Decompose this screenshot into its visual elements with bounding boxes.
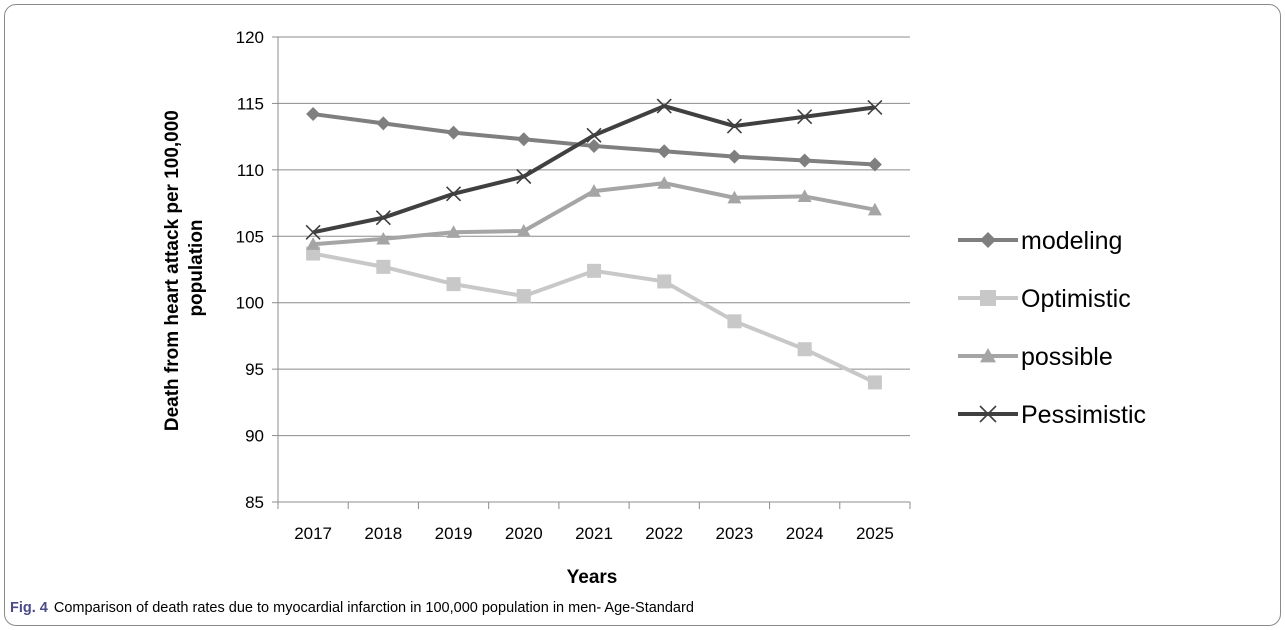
- data-point-pessimistic-2017: [305, 224, 321, 240]
- data-point-pessimistic-2018: [375, 210, 391, 226]
- axes: [272, 36, 911, 509]
- gridlines: [278, 36, 910, 437]
- data-point-optimistic-2019: [446, 277, 461, 292]
- data-point-possible-2020: [516, 223, 531, 237]
- data-point-optimistic-2025: [867, 375, 882, 390]
- data-point-possible-2023: [727, 190, 742, 204]
- data-point-optimistic-2023: [727, 314, 742, 329]
- data-point-optimistic-2022: [657, 274, 672, 289]
- data-point-possible-2021: [587, 184, 601, 197]
- data-point-modeling-2021: [587, 138, 601, 153]
- data-point-optimistic-2017: [306, 246, 321, 261]
- y-tick-label-110: 110: [237, 161, 264, 180]
- legend: modeling Optimistic possible Pessimistic: [958, 227, 1146, 429]
- x-tick-label-2018: 2018: [364, 524, 402, 543]
- data-point-pessimistic-2020: [516, 168, 532, 185]
- data-point-pessimistic-2023: [726, 118, 743, 134]
- data-point-modeling-2024: [797, 153, 812, 168]
- y-axis-title-line-1: Death from heart attack per 100,000: [162, 110, 183, 431]
- y-tick-label-105: 105: [236, 227, 264, 246]
- data-point-possible-2025: [867, 202, 882, 216]
- x-tick-label-2023: 2023: [716, 524, 754, 543]
- y-axis-title: Death from heart attack per 100,000 popu…: [162, 105, 207, 431]
- x-tick-label-2017: 2017: [294, 524, 332, 543]
- x-tick-label-2024: 2024: [786, 524, 824, 543]
- data-point-modeling-2023: [727, 149, 742, 164]
- data-point-pessimistic-2019: [445, 186, 462, 202]
- data-point-possible-2024: [797, 189, 812, 203]
- figure-frame: [4, 4, 1281, 626]
- data-point-optimistic-2024: [797, 342, 812, 357]
- data-point-optimistic-2021: [587, 263, 601, 278]
- figure-caption: Fig. 4 Comparison of death rates due to m…: [10, 600, 694, 616]
- data-point-possible-2018: [376, 231, 391, 245]
- y-tick-label-100: 100: [236, 294, 264, 313]
- x-tick-label-2022: 2022: [645, 524, 683, 543]
- x-axis-title: Years: [567, 567, 618, 588]
- data-point-optimistic-2020: [516, 289, 531, 304]
- data-point-modeling-2019: [446, 125, 461, 140]
- y-tick-label-90: 90: [245, 427, 264, 446]
- legend-marker-possible: [980, 348, 996, 363]
- data-point-modeling-2017: [306, 107, 321, 122]
- y-tick-label-85: 85: [245, 493, 264, 512]
- legend-marker-optimistic: [980, 290, 996, 306]
- x-tick-label-2020: 2020: [505, 524, 543, 543]
- data-point-pessimistic-2022: [656, 98, 672, 114]
- series-modeling: [306, 107, 882, 172]
- y-tick-label-115: 115: [237, 94, 264, 113]
- data-point-possible-2017: [306, 237, 321, 250]
- x-tick-label-2019: 2019: [435, 524, 473, 543]
- y-axis-title-line-2: population: [186, 219, 207, 316]
- series-lines: [305, 98, 883, 390]
- data-point-possible-2019: [446, 225, 461, 238]
- data-point-pessimistic-2024: [797, 109, 813, 125]
- data-point-pessimistic-2021: [586, 127, 602, 143]
- y-tick-label-120: 120: [236, 28, 264, 47]
- data-point-modeling-2018: [376, 116, 391, 131]
- series-optimistic: [306, 246, 882, 390]
- legend-item-pessimistic: Pessimistic: [958, 401, 1146, 429]
- y-axis-tick-labels: 85 90 95 100 105 110 115 120: [236, 28, 264, 512]
- x-axis-tick-labels: 2017 2018 2019 2020 2021 2022 2023 2024 2025: [294, 524, 894, 543]
- data-point-modeling-2025: [867, 157, 882, 172]
- data-point-modeling-2022: [657, 144, 672, 159]
- figure-caption-label: Fig. 4: [10, 600, 48, 616]
- data-point-pessimistic-2025: [867, 99, 883, 115]
- legend-marker-pessimistic: [979, 405, 997, 423]
- legend-label-pessimistic: Pessimistic: [1021, 401, 1146, 429]
- legend-item-possible: possible: [958, 343, 1113, 371]
- legend-label-possible: possible: [1021, 343, 1113, 371]
- legend-label-modeling: modeling: [1021, 227, 1122, 255]
- legend-label-optimistic: Optimistic: [1021, 285, 1131, 313]
- legend-item-modeling: modeling: [958, 227, 1122, 255]
- series-pessimistic: [305, 98, 883, 240]
- figure-caption-text: Comparison of death rates due to myocard…: [53, 600, 694, 616]
- data-point-optimistic-2018: [376, 259, 391, 274]
- data-point-possible-2022: [657, 176, 672, 189]
- x-tick-label-2021: 2021: [575, 524, 613, 543]
- legend-item-optimistic: Optimistic: [958, 285, 1131, 313]
- y-tick-label-95: 95: [245, 360, 264, 379]
- legend-marker-modeling: [980, 232, 996, 248]
- x-tick-label-2025: 2025: [856, 524, 894, 543]
- data-point-modeling-2020: [516, 132, 531, 147]
- series-possible: [306, 176, 882, 250]
